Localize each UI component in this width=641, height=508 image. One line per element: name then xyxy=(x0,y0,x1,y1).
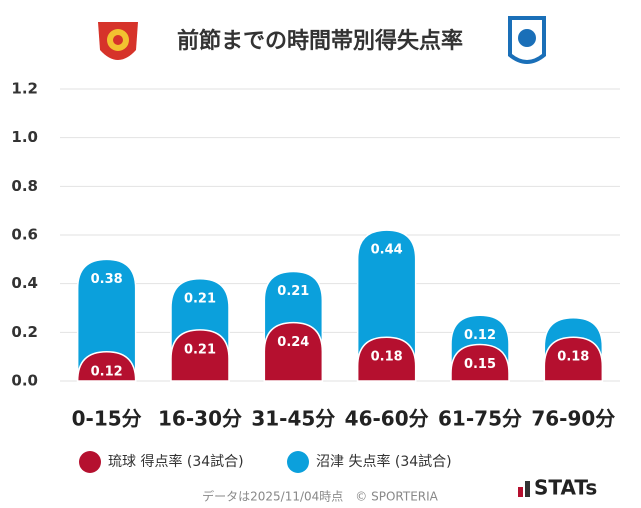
bar-segment xyxy=(76,258,137,382)
y-tick-label: 0.8 xyxy=(11,177,38,195)
y-tick-label: 0.4 xyxy=(11,274,38,292)
data-label: 0.12 xyxy=(91,364,123,379)
legend-label: 沼津 失点率 (34試合) xyxy=(316,453,452,470)
x-tick-label: 0-15分 xyxy=(72,407,142,431)
data-label: 0.44 xyxy=(371,243,403,258)
brand-logo xyxy=(518,481,530,497)
data-label: 0.12 xyxy=(464,328,496,343)
data-label: 0.21 xyxy=(184,291,216,306)
bar-segment xyxy=(263,321,324,382)
y-tick-label: 0.0 xyxy=(11,372,38,390)
y-tick-label: 1.2 xyxy=(11,80,38,98)
data-label: 0.18 xyxy=(371,350,403,365)
bar-segment xyxy=(450,343,510,382)
legend-label: 琉球 得点率 (34試合) xyxy=(108,453,244,470)
bar-segment xyxy=(543,336,604,382)
y-tick-label: 1.0 xyxy=(11,128,38,146)
data-label: 0.21 xyxy=(277,284,309,299)
y-tick-label: 0.6 xyxy=(11,226,38,244)
data-label: 0.21 xyxy=(184,342,216,357)
data-label: 0.38 xyxy=(91,272,123,287)
data-label: 0.15 xyxy=(464,357,496,372)
footnote: データは2025/11/04時点 © SPORTERIA xyxy=(202,489,439,504)
home-logo xyxy=(98,22,138,60)
bar-segment xyxy=(170,329,230,382)
x-tick-label: 76-90分 xyxy=(531,407,615,431)
data-label: 0.24 xyxy=(277,335,309,350)
x-tick-label: 16-30分 xyxy=(158,407,242,431)
bar-segment xyxy=(76,351,137,382)
chart-title: 前節までの時間帯別得失点率 xyxy=(177,28,463,54)
y-tick-label: 0.2 xyxy=(11,323,38,341)
x-tick-label: 31-45分 xyxy=(251,407,335,431)
legend-marker xyxy=(287,451,309,473)
legend-marker xyxy=(79,451,101,473)
data-label: 0.18 xyxy=(557,350,589,365)
away-logo xyxy=(508,16,546,64)
brand: STATs xyxy=(534,476,597,500)
bar-segment xyxy=(356,336,417,382)
x-tick-label: 46-60分 xyxy=(345,407,429,431)
x-tick-label: 61-75分 xyxy=(438,407,522,431)
